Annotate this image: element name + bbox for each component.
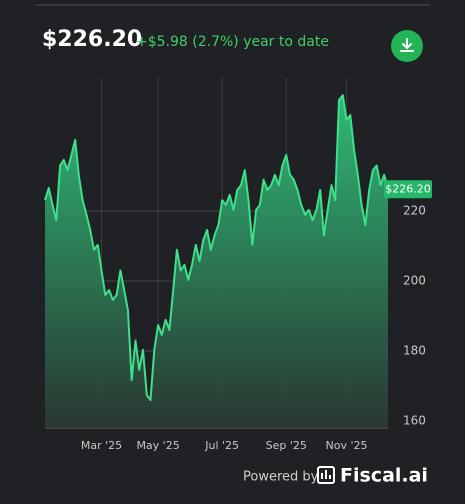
- change: +$5.98 (2.7%) year to date: [136, 34, 329, 50]
- line: [44, 94, 389, 401]
- y-tick-label: 180: [403, 344, 426, 358]
- x-tick-label: Jul '25: [204, 439, 239, 452]
- logo-bars: [321, 470, 331, 479]
- y-tick-label: 160: [403, 414, 426, 428]
- plot: 160 180 200 220 Mar '25 May '25 Jul '25 Sep '25…: [44, 78, 432, 452]
- x-tick-label: May '25: [136, 439, 179, 452]
- price: $226.20: [42, 27, 142, 52]
- x-tick-label: Nov '25: [326, 439, 368, 452]
- powered-by: Powered by: [243, 470, 319, 485]
- y-tick-label: 220: [403, 204, 426, 218]
- end-label-box: [384, 180, 432, 199]
- area: [45, 95, 388, 428]
- logo-box: [317, 466, 335, 484]
- brand-logo: [317, 466, 335, 484]
- download-icon[interactable]: [400, 38, 414, 52]
- brand: Fiscal.ai: [340, 465, 428, 487]
- x-tick-label: Sep '25: [266, 439, 307, 452]
- end-label: $226.20: [385, 182, 431, 195]
- y-tick-label: 200: [403, 274, 426, 288]
- download-button[interactable]: [391, 30, 423, 62]
- x-tick-label: Mar '25: [81, 439, 122, 452]
